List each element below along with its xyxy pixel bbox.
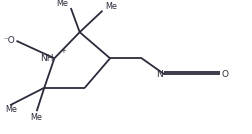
Text: N: N <box>156 70 163 79</box>
Text: Me: Me <box>105 2 116 11</box>
Text: ⁻O: ⁻O <box>4 36 15 45</box>
Text: O: O <box>220 70 228 79</box>
Text: NH: NH <box>40 54 53 63</box>
Text: Me: Me <box>5 105 17 114</box>
Text: Me: Me <box>30 113 42 122</box>
Text: Me: Me <box>56 0 68 8</box>
Text: +: + <box>60 48 66 54</box>
